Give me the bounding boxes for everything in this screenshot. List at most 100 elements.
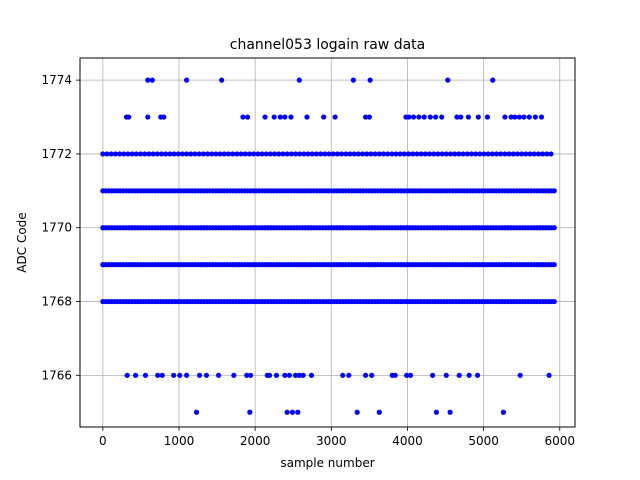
- data-point: [304, 114, 310, 120]
- data-point: [532, 114, 539, 120]
- data-point: [551, 262, 557, 268]
- data-point: [288, 114, 294, 120]
- data-point: [508, 114, 514, 120]
- data-point: [219, 77, 225, 83]
- chart-title: channel053 logain raw data: [230, 37, 425, 53]
- data-point: [273, 372, 280, 378]
- data-point: [112, 151, 119, 157]
- data-point: [385, 151, 391, 157]
- data-point: [137, 151, 144, 157]
- data-point: [193, 409, 200, 415]
- data-point: [546, 372, 552, 378]
- data-point: [439, 151, 445, 157]
- data-point: [175, 151, 181, 157]
- data-point: [354, 409, 360, 415]
- data-point: [196, 372, 203, 378]
- data-point: [516, 114, 523, 120]
- data-point: [100, 151, 106, 157]
- data-point: [392, 372, 398, 378]
- data-point: [203, 372, 210, 378]
- data-point: [475, 114, 481, 120]
- data-point: [132, 372, 139, 378]
- axis-ticks: 0 1000 2000 3000 4000 5000 6000 1766 1768 1770 177…: [41, 73, 575, 448]
- data-point: [351, 151, 357, 157]
- data-point: [296, 77, 302, 83]
- data-point: [282, 114, 288, 120]
- data-point: [244, 114, 251, 120]
- data-point: [330, 151, 336, 157]
- data-point: [204, 151, 211, 157]
- data-point: [295, 409, 301, 415]
- data-point: [540, 151, 546, 157]
- data-point: [367, 77, 373, 83]
- x-tick-label: 4000: [392, 434, 423, 448]
- data-point: [493, 151, 500, 157]
- data-point: [422, 151, 428, 157]
- data-point: [242, 151, 248, 157]
- x-tick-label: 6000: [544, 434, 575, 448]
- data-point: [350, 77, 356, 83]
- data-point: [171, 151, 177, 157]
- data-point: [267, 372, 273, 378]
- data-point: [343, 151, 349, 157]
- data-point: [506, 151, 512, 157]
- data-point: [510, 151, 516, 157]
- data-point: [548, 151, 554, 157]
- data-point: [177, 372, 183, 378]
- data-point: [213, 151, 219, 157]
- data-point: [369, 372, 375, 378]
- data-point: [544, 151, 550, 157]
- data-point: [489, 151, 495, 157]
- data-point: [133, 151, 139, 157]
- data-point: [129, 151, 135, 157]
- data-point: [217, 151, 223, 157]
- data-point: [380, 151, 387, 157]
- data-point: [435, 151, 441, 157]
- data-point: [355, 151, 361, 157]
- data-point: [498, 151, 504, 157]
- data-point: [267, 151, 273, 157]
- data-point: [296, 372, 302, 378]
- y-tick-label: 1768: [41, 295, 72, 309]
- data-point: [332, 114, 338, 120]
- data-point: [418, 151, 424, 157]
- data-point: [142, 372, 149, 378]
- data-point: [305, 151, 311, 157]
- data-point: [359, 151, 366, 157]
- data-point: [445, 77, 451, 83]
- data-point: [308, 372, 315, 378]
- data-point: [433, 114, 439, 120]
- data-point: [458, 114, 464, 120]
- data-point: [284, 409, 290, 415]
- x-tick-label: 3000: [316, 434, 347, 448]
- data-point: [145, 114, 151, 120]
- data-point: [468, 151, 475, 157]
- data-point: [484, 114, 491, 120]
- data-point: [519, 151, 525, 157]
- data-point: [247, 372, 254, 378]
- data-point: [406, 151, 412, 157]
- data-point: [142, 151, 148, 157]
- data-point: [393, 151, 399, 157]
- data-point: [376, 151, 382, 157]
- data-point: [551, 188, 557, 194]
- data-point: [443, 151, 449, 157]
- data-point: [460, 151, 466, 157]
- data-point: [313, 151, 320, 157]
- data-point: [429, 372, 436, 378]
- data-point: [121, 151, 127, 157]
- data-point: [473, 151, 479, 157]
- data-point: [454, 114, 460, 120]
- data-point: [104, 151, 110, 157]
- data-point: [466, 372, 472, 378]
- data-point: [262, 114, 268, 120]
- data-point: [292, 372, 299, 378]
- data-point: [500, 409, 507, 415]
- data-point: [517, 372, 523, 378]
- data-point: [406, 114, 412, 120]
- data-point: [410, 114, 417, 120]
- plot-frame: [79, 57, 576, 428]
- data-point: [179, 151, 186, 157]
- data-point: [108, 151, 114, 157]
